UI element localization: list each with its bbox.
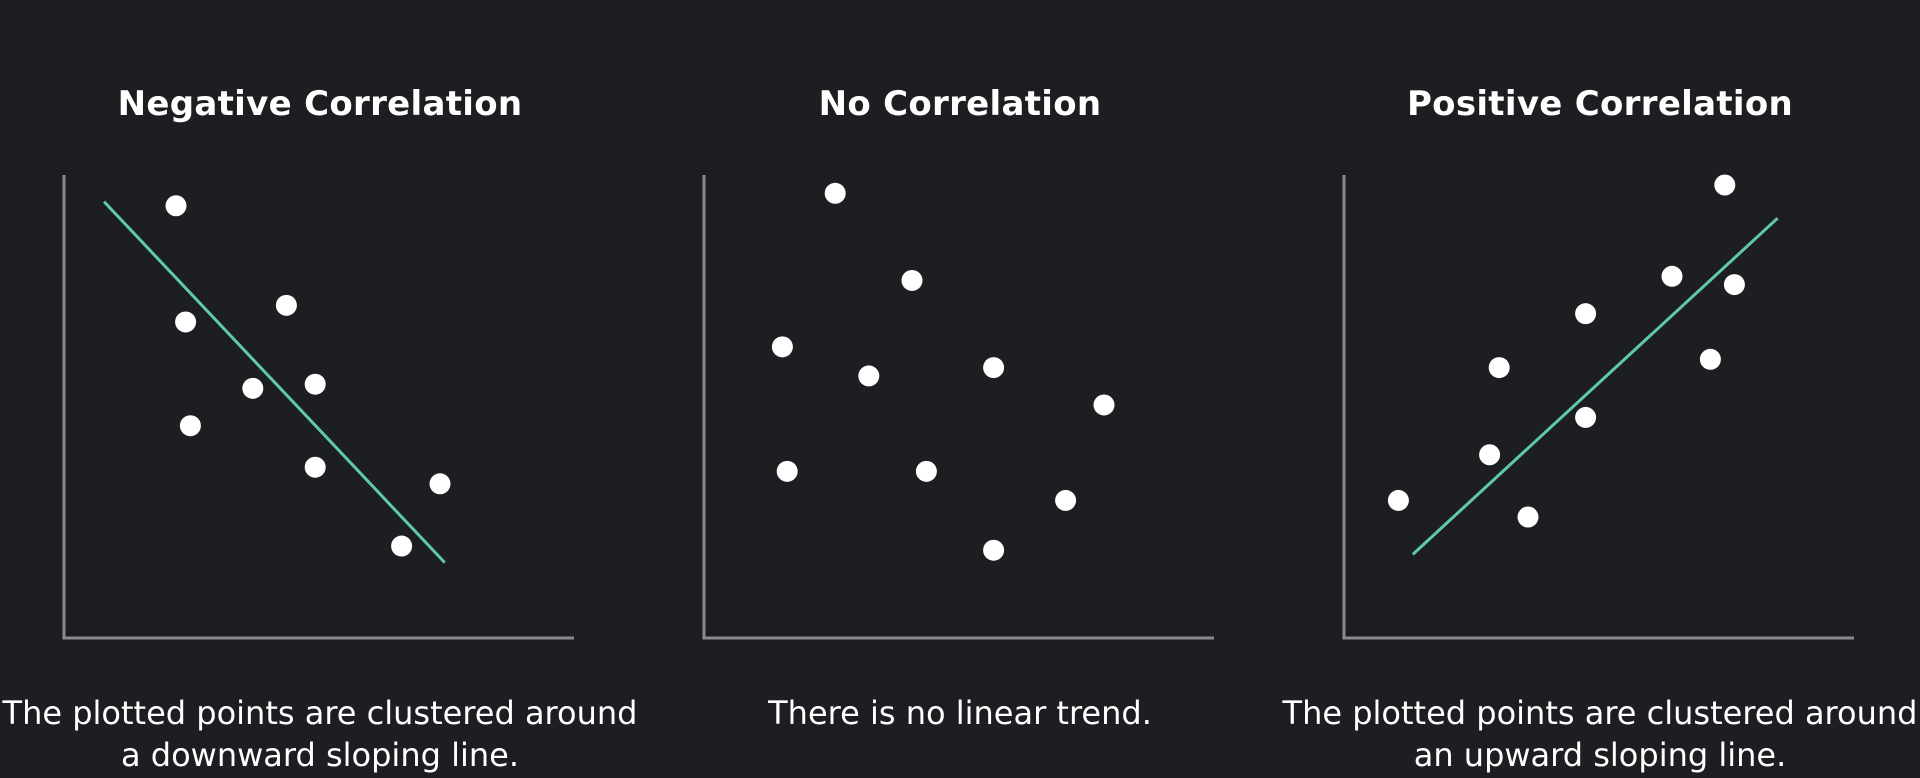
chart-panel-negative: Negative Correlation The plotted points … bbox=[0, 0, 640, 778]
data-point bbox=[1699, 348, 1721, 370]
data-point bbox=[776, 460, 798, 482]
data-point bbox=[275, 294, 297, 316]
data-point bbox=[983, 357, 1005, 379]
data-point bbox=[1093, 394, 1115, 416]
data-point bbox=[179, 415, 201, 437]
data-point bbox=[983, 539, 1005, 561]
data-point bbox=[1055, 489, 1077, 511]
scatter-plot-positive bbox=[1342, 174, 1854, 640]
data-point bbox=[304, 456, 326, 478]
chart-title: Negative Correlation bbox=[117, 84, 523, 124]
data-point bbox=[304, 373, 326, 395]
scatter-plot-negative bbox=[62, 175, 574, 640]
chart-panel-positive: Positive Correlation The plotted points … bbox=[1280, 0, 1920, 778]
chart-caption: There is no linear trend. bbox=[768, 694, 1152, 732]
data-point bbox=[175, 311, 197, 333]
chart-title: No Correlation bbox=[818, 84, 1102, 124]
chart-caption: The plotted points are clustered around … bbox=[1282, 694, 1918, 774]
data-point bbox=[1714, 174, 1736, 196]
trend-line bbox=[1411, 217, 1779, 556]
data-point bbox=[771, 336, 793, 358]
scatter-plot-none bbox=[702, 175, 1214, 640]
chart-panel-none: No Correlation There is no linear trend. bbox=[640, 0, 1280, 778]
data-point bbox=[1723, 274, 1745, 296]
data-point bbox=[915, 460, 937, 482]
data-point bbox=[1479, 444, 1501, 466]
data-point bbox=[165, 195, 187, 217]
data-point bbox=[858, 365, 880, 387]
data-point bbox=[901, 269, 923, 291]
data-point bbox=[1575, 303, 1597, 325]
trend-line bbox=[102, 200, 446, 564]
data-point bbox=[1387, 489, 1409, 511]
data-point bbox=[1575, 406, 1597, 428]
data-point bbox=[1661, 265, 1683, 287]
data-point bbox=[242, 377, 264, 399]
data-point bbox=[391, 535, 413, 557]
data-point bbox=[1517, 506, 1539, 528]
chart-title: Positive Correlation bbox=[1406, 84, 1794, 124]
data-point bbox=[429, 473, 451, 495]
data-point bbox=[1488, 357, 1510, 379]
data-point bbox=[824, 182, 846, 204]
chart-caption: The plotted points are clustered around … bbox=[2, 694, 638, 774]
